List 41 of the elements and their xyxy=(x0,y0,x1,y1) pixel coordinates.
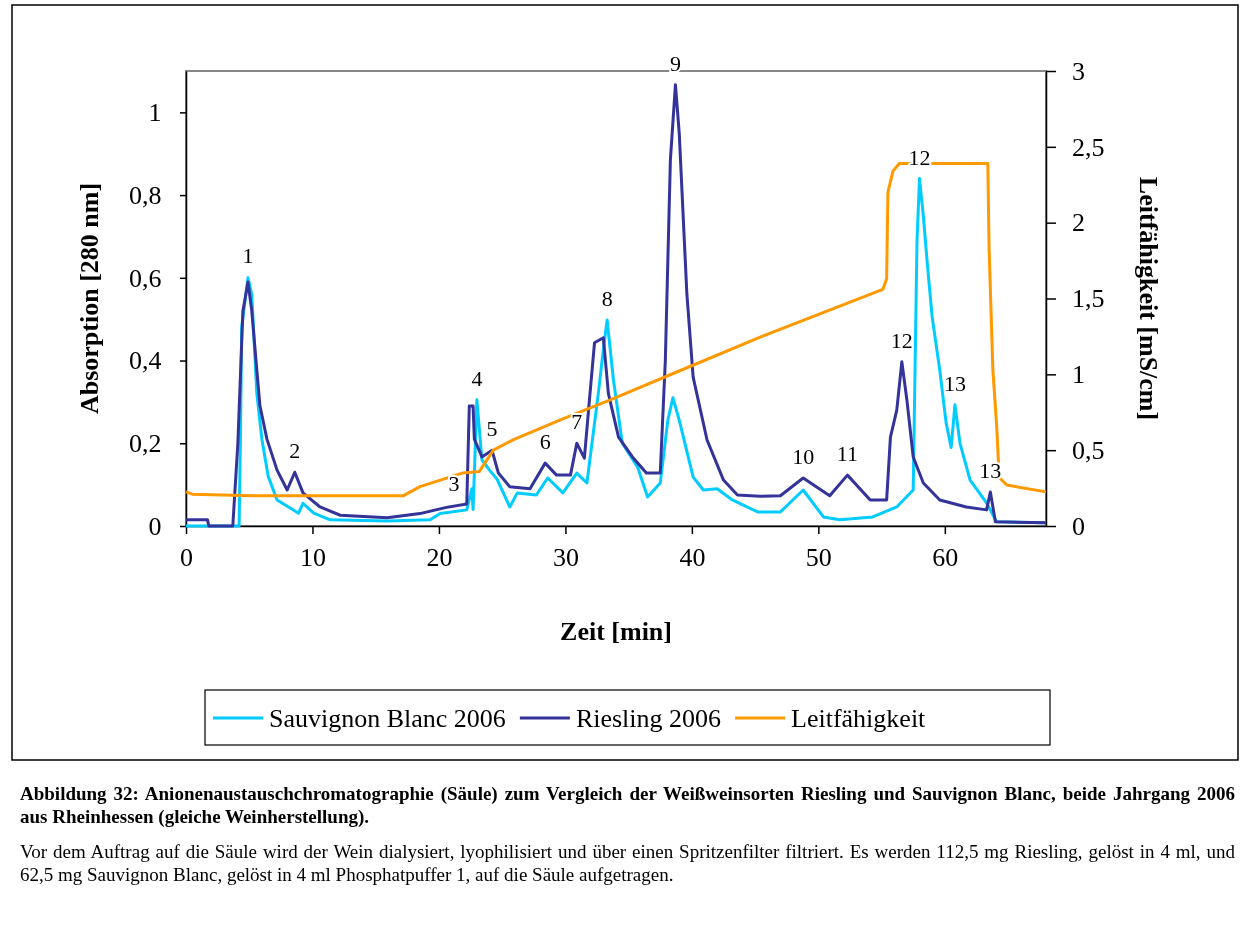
y-tick-label: 0,4 xyxy=(128,346,162,376)
y2-axis-title: Leitfähigkeit [mS/cm] xyxy=(1134,176,1163,421)
annotation: 11 xyxy=(836,441,859,467)
x-axis-title: Zeit [min] xyxy=(560,617,672,646)
text: Vor dem Auftrag auf die Säule wird der Wein dialysiert, lyophilisiert und über einen Spritzenfilter filtriert. Es werden 112,5 mg Riesling, gelöst in 4 ml, und 62,5 mg Sauvignon Blanc, gelöst in 4 ml Phosphatpuffer 1, auf die Säule aufgetragen. xyxy=(20,840,1235,886)
legend-label: Leitfähigkeit xyxy=(791,704,927,733)
x-tick-label: 10 xyxy=(299,542,326,572)
y-tick-label: 0,6 xyxy=(128,263,162,293)
annotation: 10 xyxy=(792,444,815,470)
annotation: 2 xyxy=(289,438,301,464)
y-tick-label: 0 xyxy=(148,511,162,541)
y2-tick-label: 1 xyxy=(1072,360,1085,390)
annotation: 8 xyxy=(601,286,613,312)
legend-label: Sauvignon Blanc 2006 xyxy=(269,704,506,733)
y-tick-label: 0,2 xyxy=(128,429,162,459)
x-tick-label: 50 xyxy=(805,542,832,572)
annotation: 12 xyxy=(890,327,913,353)
annotation: 6 xyxy=(539,429,551,455)
x-tick-label: 40 xyxy=(679,542,706,572)
annotation: 13 xyxy=(943,370,966,396)
y2-tick-label: 2 xyxy=(1072,208,1085,238)
annotation: 3 xyxy=(448,471,460,497)
annotation: 7 xyxy=(571,409,583,435)
x-tick-label: 20 xyxy=(426,542,453,572)
annotation: 5 xyxy=(486,416,498,442)
x-tick-label: 0 xyxy=(180,542,193,572)
annotation: 9 xyxy=(669,50,681,76)
y2-tick-label: 0 xyxy=(1072,511,1085,541)
y2-tick-label: 0,5 xyxy=(1072,435,1105,465)
legend-label: Riesling 2006 xyxy=(575,704,722,733)
annotation: 1 xyxy=(242,242,254,268)
y-tick-label: 0,8 xyxy=(128,180,162,210)
x-tick-label: 30 xyxy=(552,542,579,572)
text: Abbildung 32: Anionenaustauschchromatographie (Säule) zum Vergleich der Weißweinsorten Riesling und Sauvignon Blanc, beide Jahrgang 2006 aus Rheinhessen (gleiche Weinherstellung). xyxy=(20,782,1235,828)
y2-tick-label: 1,5 xyxy=(1072,284,1105,314)
x-tick-label: 60 xyxy=(932,542,959,572)
y-axis-title: Absorption [280 nm] xyxy=(75,182,104,415)
y-tick-label: 1 xyxy=(148,98,162,128)
y2-tick-label: 2,5 xyxy=(1072,132,1105,162)
y2-tick-label: 3 xyxy=(1072,56,1085,86)
annotation: 4 xyxy=(471,365,483,391)
